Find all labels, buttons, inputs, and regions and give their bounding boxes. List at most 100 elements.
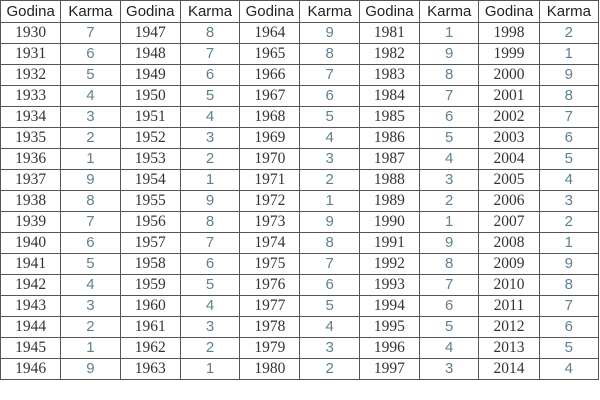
year-cell: 1971 (239, 169, 301, 191)
karma-cell: 6 (538, 316, 600, 338)
karma-cell: 4 (299, 316, 360, 338)
karma-cell: 4 (538, 358, 600, 380)
year-cell: 1957 (119, 232, 181, 254)
header-karma: Karma (179, 0, 241, 23)
karma-cell: 6 (538, 127, 600, 149)
karma-cell: 5 (538, 337, 600, 359)
karma-cell: 4 (179, 295, 241, 317)
year-cell: 1984 (358, 85, 421, 107)
year-cell: 1975 (239, 253, 301, 275)
table-row: 1941 5 1958 6 1975 7 1992 8 2009 9 (0, 253, 600, 275)
year-cell: 2001 (478, 85, 540, 107)
karma-cell: 4 (419, 148, 480, 170)
year-cell: 1997 (358, 358, 421, 380)
header-godina: Godina (119, 0, 181, 23)
table-row: 1944 2 1961 3 1978 4 1995 5 2012 6 (0, 316, 600, 338)
karma-cell: 7 (299, 64, 360, 86)
table-row: 1940 6 1957 7 1974 8 1991 9 2008 1 (0, 232, 600, 254)
karma-cell: 1 (60, 148, 121, 170)
year-cell: 1954 (119, 169, 181, 191)
year-cell: 1958 (119, 253, 181, 275)
year-cell: 1953 (119, 148, 181, 170)
year-cell: 1994 (358, 295, 421, 317)
year-cell: 2005 (478, 169, 540, 191)
karma-cell: 9 (538, 64, 600, 86)
karma-cell: 8 (299, 43, 360, 65)
karma-cell: 6 (60, 232, 121, 254)
year-cell: 1962 (119, 337, 181, 359)
karma-cell: 8 (179, 211, 241, 233)
karma-cell: 7 (179, 43, 241, 65)
karma-cell: 3 (299, 337, 360, 359)
year-cell: 1935 (0, 127, 62, 149)
karma-cell: 2 (299, 358, 360, 380)
year-cell: 1990 (358, 211, 421, 233)
year-cell: 1960 (119, 295, 181, 317)
year-cell: 1943 (0, 295, 62, 317)
karma-cell: 9 (299, 22, 360, 44)
year-cell: 2000 (478, 64, 540, 86)
karma-cell: 1 (419, 211, 480, 233)
karma-cell: 8 (538, 85, 600, 107)
karma-cell: 5 (419, 316, 480, 338)
karma-cell: 2 (60, 127, 121, 149)
year-cell: 1938 (0, 190, 62, 212)
year-cell: 2011 (478, 295, 540, 317)
karma-cell: 2 (419, 190, 480, 212)
karma-cell: 6 (179, 253, 241, 275)
year-cell: 1988 (358, 169, 421, 191)
karma-cell: 1 (179, 169, 241, 191)
table-row: 1945 1 1962 2 1979 3 1996 4 2013 5 (0, 337, 600, 359)
karma-cell: 3 (419, 169, 480, 191)
karma-cell: 3 (538, 190, 600, 212)
year-cell: 1989 (358, 190, 421, 212)
year-cell: 1968 (239, 106, 301, 128)
karma-cell: 9 (299, 211, 360, 233)
year-cell: 1952 (119, 127, 181, 149)
year-cell: 1942 (0, 274, 62, 296)
year-cell: 2010 (478, 274, 540, 296)
karma-cell: 8 (419, 253, 480, 275)
year-cell: 2014 (478, 358, 540, 380)
year-cell: 1970 (239, 148, 301, 170)
karma-cell: 4 (419, 337, 480, 359)
year-cell: 1937 (0, 169, 62, 191)
karma-cell: 1 (538, 43, 600, 65)
karma-cell: 9 (538, 253, 600, 275)
karma-cell: 8 (538, 274, 600, 296)
header-karma: Karma (538, 0, 600, 23)
year-cell: 1978 (239, 316, 301, 338)
karma-cell: 4 (179, 106, 241, 128)
header-row: Godina Karma Godina Karma Godina Karma Godina K… (0, 0, 600, 23)
year-cell: 1993 (358, 274, 421, 296)
table-row: 1934 3 1951 4 1968 5 1985 6 2002 7 (0, 106, 600, 128)
karma-cell: 7 (538, 106, 600, 128)
karma-cell: 1 (419, 22, 480, 44)
karma-cell: 5 (299, 106, 360, 128)
karma-cell: 4 (538, 169, 600, 191)
karma-cell: 8 (60, 190, 121, 212)
year-cell: 1948 (119, 43, 181, 65)
karma-cell: 4 (60, 85, 121, 107)
karma-cell: 5 (179, 274, 241, 296)
year-cell: 1934 (0, 106, 62, 128)
year-cell: 1985 (358, 106, 421, 128)
karma-cell: 9 (419, 232, 480, 254)
year-cell: 1944 (0, 316, 62, 338)
karma-cell: 7 (419, 85, 480, 107)
karma-cell: 2 (179, 148, 241, 170)
karma-cell: 7 (299, 253, 360, 275)
year-cell: 1940 (0, 232, 62, 254)
table-row: 1937 9 1954 1 1971 2 1988 3 2005 4 (0, 169, 600, 191)
year-cell: 1980 (239, 358, 301, 380)
year-cell: 1945 (0, 337, 62, 359)
year-cell: 1979 (239, 337, 301, 359)
karma-cell: 3 (60, 106, 121, 128)
year-cell: 2002 (478, 106, 540, 128)
karma-cell: 3 (60, 295, 121, 317)
karma-cell: 3 (179, 127, 241, 149)
karma-cell: 2 (299, 169, 360, 191)
table-row: 1935 2 1952 3 1969 4 1986 5 2003 6 (0, 127, 600, 149)
karma-cell: 6 (179, 64, 241, 86)
karma-cell: 6 (60, 43, 121, 65)
